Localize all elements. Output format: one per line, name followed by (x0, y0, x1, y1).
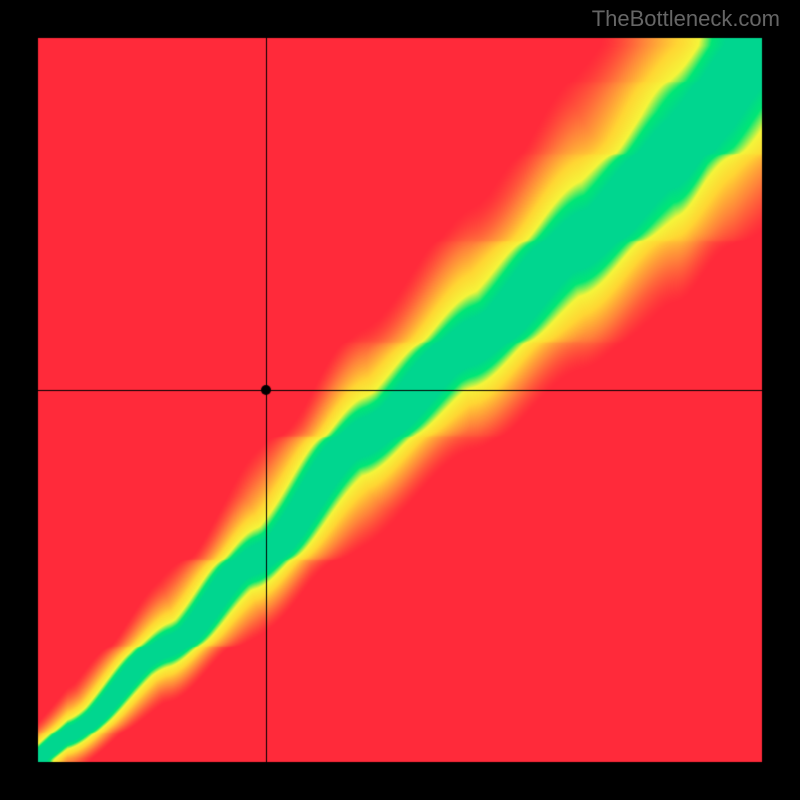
bottleneck-heatmap (0, 0, 800, 800)
watermark-text: TheBottleneck.com (592, 6, 780, 32)
